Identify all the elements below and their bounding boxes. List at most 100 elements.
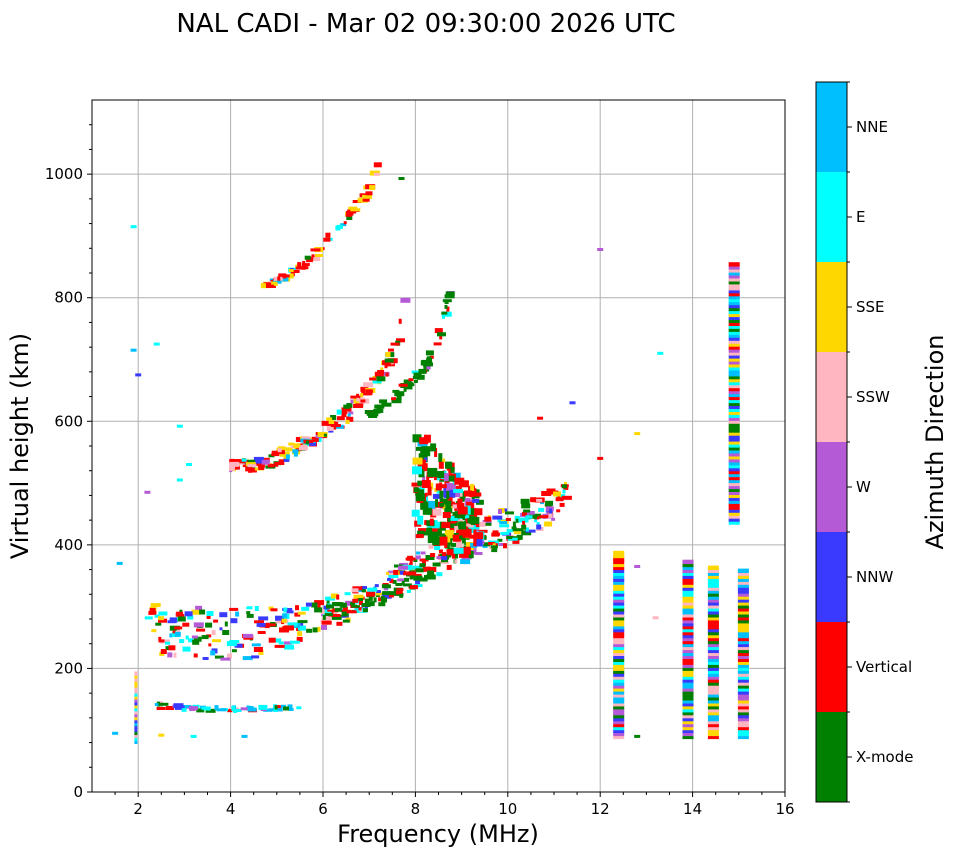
data-marks <box>112 162 749 744</box>
interference-mark <box>728 419 740 424</box>
interference-mark <box>682 663 694 668</box>
interference-mark <box>613 696 625 701</box>
echo-mark <box>423 364 427 370</box>
echo-mark <box>483 542 491 547</box>
interference-mark <box>682 639 694 645</box>
echo-mark <box>229 459 240 465</box>
interference-mark <box>728 437 740 442</box>
echo-mark <box>156 707 166 710</box>
interference-mark <box>134 695 138 700</box>
y-tick-label: 800 <box>54 289 83 307</box>
interference-mark <box>613 610 625 615</box>
interference-mark <box>728 283 740 288</box>
echo-mark <box>491 532 500 537</box>
echo-mark <box>219 612 228 618</box>
interference-mark <box>707 568 719 573</box>
interference-mark <box>613 624 625 630</box>
echo-mark <box>273 281 278 286</box>
interference-mark <box>737 610 749 615</box>
echo-mark <box>499 524 510 528</box>
interference-mark <box>134 733 138 739</box>
interference-mark <box>737 716 749 722</box>
echo-mark <box>301 606 310 611</box>
interference-mark <box>707 672 719 677</box>
echo-mark <box>182 622 190 627</box>
interference-mark <box>613 725 625 731</box>
echo-mark <box>435 501 444 508</box>
echo-mark <box>275 615 284 621</box>
echo-mark <box>420 551 426 555</box>
interference-mark <box>613 702 625 707</box>
interference-mark <box>682 586 694 591</box>
interference-mark <box>728 499 740 504</box>
echo-mark <box>300 621 304 627</box>
echo-mark <box>315 432 319 436</box>
interference-mark <box>737 616 749 621</box>
interference-mark <box>728 466 740 472</box>
scatter-point <box>158 733 165 737</box>
echo-mark <box>553 491 561 497</box>
echo-mark <box>214 655 224 659</box>
echo-mark <box>456 540 462 550</box>
echo-mark <box>201 635 209 640</box>
echo-mark <box>160 649 167 654</box>
echo-mark <box>427 567 437 572</box>
echo-mark <box>450 550 454 556</box>
echo-mark <box>451 553 456 559</box>
echo-mark <box>155 622 162 626</box>
echo-mark <box>295 437 303 442</box>
echo-mark <box>280 277 289 282</box>
interference-mark <box>682 624 694 630</box>
interference-mark <box>134 709 138 715</box>
echo-mark <box>251 655 260 659</box>
echo-mark <box>430 443 437 452</box>
echo-mark <box>438 549 443 554</box>
interference-mark <box>682 589 694 594</box>
interference-mark <box>737 583 749 588</box>
echo-mark <box>413 487 419 493</box>
echo-mark <box>444 304 448 309</box>
echo-mark <box>167 652 173 658</box>
interference-mark <box>737 734 749 740</box>
echo-mark <box>394 391 405 397</box>
interference-mark <box>707 654 719 659</box>
echo-mark <box>165 641 171 645</box>
echo-mark <box>277 448 282 453</box>
echo-mark <box>430 553 436 557</box>
echo-mark <box>465 523 474 528</box>
echo-mark <box>246 613 254 618</box>
interference-mark <box>707 633 719 639</box>
echo-mark <box>504 508 508 512</box>
y-tick-label: 200 <box>54 659 83 677</box>
interference-mark <box>707 565 719 570</box>
interference-mark <box>134 671 138 676</box>
echo-mark <box>346 416 354 422</box>
echo-mark <box>359 601 363 605</box>
interference-mark <box>737 568 749 573</box>
interference-mark <box>728 348 740 353</box>
echo-mark <box>299 266 309 270</box>
echo-mark <box>380 596 385 600</box>
interference-mark <box>613 705 625 710</box>
echo-mark <box>369 185 376 191</box>
interference-mark <box>728 330 740 335</box>
echo-mark <box>441 556 448 561</box>
echo-mark <box>407 571 417 576</box>
echo-mark <box>363 382 374 388</box>
interference-mark <box>737 586 749 591</box>
echo-mark <box>415 580 421 585</box>
echo-mark <box>457 506 468 515</box>
echo-mark <box>412 457 423 465</box>
interference-mark <box>613 571 625 576</box>
scatter-point <box>130 225 137 229</box>
echo-mark <box>246 611 251 615</box>
interference-mark <box>613 568 625 573</box>
echo-mark <box>385 372 389 377</box>
echo-mark <box>390 342 400 346</box>
echo-mark <box>322 614 326 620</box>
echo-mark <box>158 618 167 623</box>
echo-mark <box>385 571 389 575</box>
interference-mark <box>707 669 719 674</box>
echo-mark <box>366 389 373 393</box>
interference-mark <box>707 725 719 731</box>
